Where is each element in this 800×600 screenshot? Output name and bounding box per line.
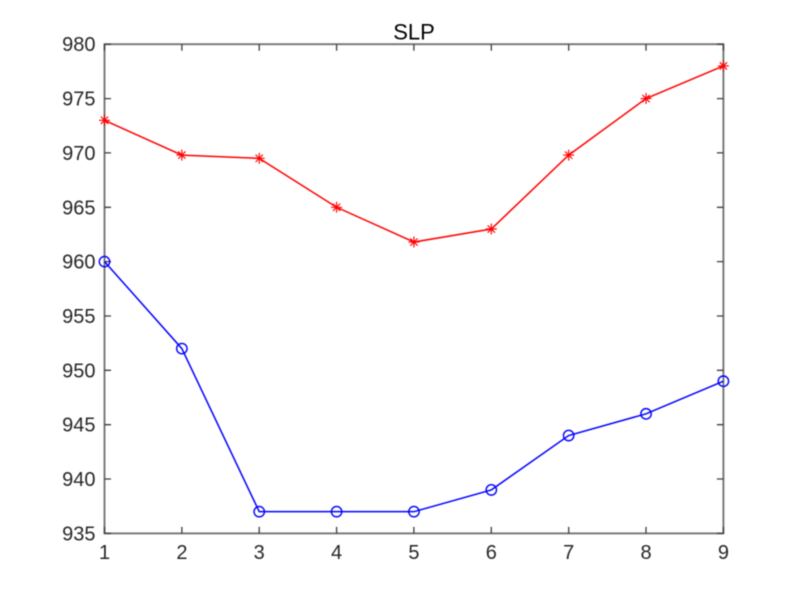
svg-text:9: 9 [718,542,729,564]
svg-text:8: 8 [640,542,651,564]
svg-text:955: 955 [62,306,95,328]
svg-text:935: 935 [62,523,95,545]
svg-text:4: 4 [331,542,342,564]
svg-text:940: 940 [62,469,95,491]
svg-text:SLP: SLP [393,20,435,45]
svg-text:970: 970 [62,143,95,165]
svg-text:975: 975 [62,89,95,111]
svg-text:960: 960 [62,252,95,274]
svg-text:3: 3 [254,542,265,564]
svg-text:1: 1 [99,542,110,564]
svg-text:6: 6 [486,542,497,564]
svg-text:945: 945 [62,415,95,437]
svg-text:2: 2 [176,542,187,564]
svg-text:980: 980 [62,34,95,56]
svg-text:7: 7 [563,542,574,564]
svg-text:950: 950 [62,360,95,382]
svg-text:5: 5 [408,542,419,564]
svg-text:965: 965 [62,197,95,219]
